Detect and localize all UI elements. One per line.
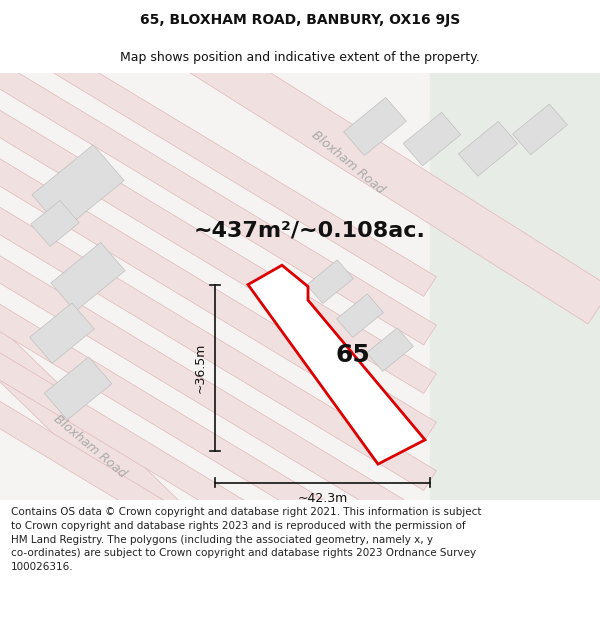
Polygon shape [403,112,461,166]
Polygon shape [0,54,436,345]
Polygon shape [0,199,436,491]
Polygon shape [0,344,436,625]
Text: ~36.5m: ~36.5m [193,343,206,393]
Polygon shape [248,265,425,464]
Text: Bloxham Road: Bloxham Road [309,128,387,196]
Polygon shape [29,303,94,363]
Polygon shape [51,242,125,311]
Polygon shape [337,294,383,338]
Text: 65: 65 [335,342,370,367]
Polygon shape [188,36,600,324]
Polygon shape [0,393,436,625]
Polygon shape [31,201,79,246]
Text: ~42.3m: ~42.3m [298,491,347,504]
Polygon shape [307,260,353,304]
Polygon shape [344,98,406,156]
Text: Contains OS data © Crown copyright and database right 2021. This information is : Contains OS data © Crown copyright and d… [11,508,481,572]
Polygon shape [512,104,568,155]
Polygon shape [32,145,124,231]
Text: Map shows position and indicative extent of the property.: Map shows position and indicative extent… [120,51,480,64]
Polygon shape [0,151,436,442]
Text: ~437m²/~0.108ac.: ~437m²/~0.108ac. [194,220,426,240]
Polygon shape [44,357,112,420]
Polygon shape [0,102,436,394]
Polygon shape [0,5,436,296]
Polygon shape [367,328,413,371]
Text: Bloxham Road: Bloxham Road [51,412,129,481]
Text: 65, BLOXHAM ROAD, BANBURY, OX16 9JS: 65, BLOXHAM ROAD, BANBURY, OX16 9JS [140,14,460,28]
Polygon shape [0,296,436,588]
Polygon shape [458,121,518,176]
Polygon shape [0,321,214,562]
Polygon shape [0,248,436,539]
Polygon shape [430,73,600,500]
